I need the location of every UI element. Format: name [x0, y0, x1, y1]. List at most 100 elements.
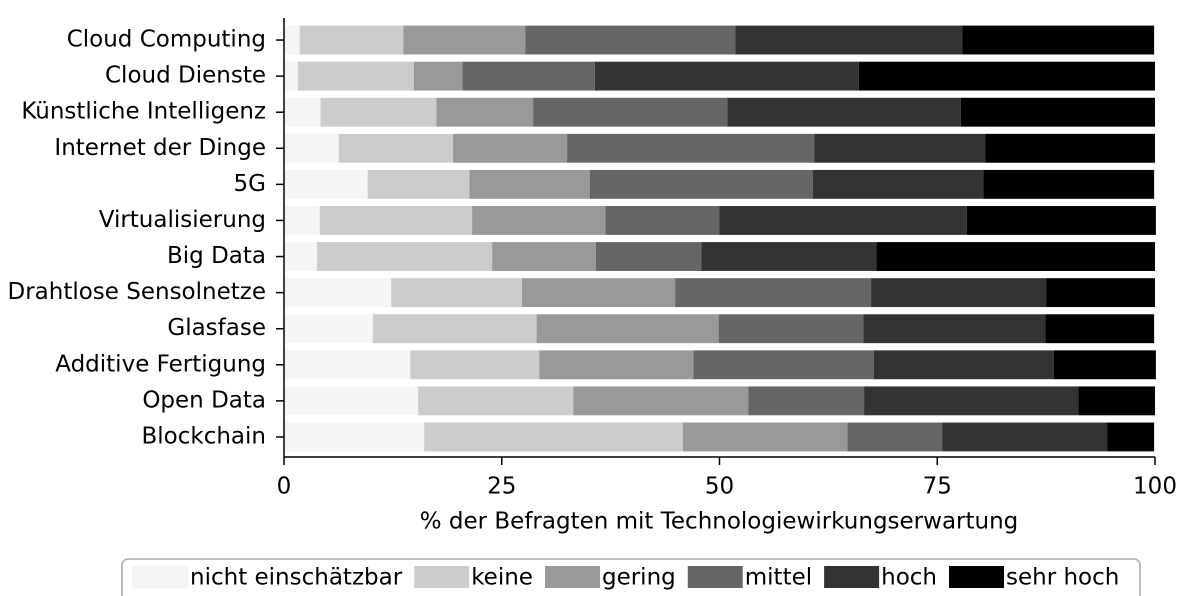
bar-segment	[858, 61, 1155, 91]
bar-segment	[735, 25, 963, 55]
bar-segment	[284, 206, 320, 235]
bar-segment	[492, 242, 596, 271]
bar-segment	[338, 133, 453, 163]
legend-swatch	[949, 566, 1004, 588]
bar-segment	[983, 169, 1155, 199]
bar-segment	[284, 350, 411, 380]
bar-segment	[589, 169, 813, 199]
bar-segment	[605, 206, 720, 235]
bar-segment	[727, 97, 961, 127]
legend-box	[121, 558, 1141, 596]
y-tick-label: Cloud Computing	[67, 27, 266, 53]
y-tick-label: Glasfase	[167, 315, 266, 341]
bar-segment	[962, 25, 1155, 55]
bar-segment	[284, 422, 425, 452]
bar-segment	[864, 386, 1079, 416]
bar-segment	[372, 314, 537, 344]
legend-label: gering	[602, 565, 676, 591]
bar-segment	[876, 242, 1155, 271]
bar-segment	[701, 242, 877, 271]
bar-segment	[320, 97, 437, 127]
bar-segment	[693, 350, 874, 380]
bar-segment	[1107, 422, 1155, 452]
y-tick-label: Additive Fertigung	[55, 351, 266, 377]
legend-swatch	[544, 566, 600, 588]
bar-segment	[871, 278, 1047, 308]
bar-segment	[317, 242, 493, 271]
x-tick-label: 0	[277, 474, 292, 500]
x-axis-label: % der Befragten mit Technologiewirkungse…	[420, 509, 1019, 535]
y-tick-label: Big Data	[167, 243, 266, 269]
bar-segment	[719, 206, 967, 235]
bar-segment	[297, 61, 414, 91]
bar-segment	[284, 242, 318, 271]
y-tick-label: Internet der Dinge	[54, 135, 266, 161]
bar-segment	[284, 61, 298, 91]
bar-segment	[1046, 278, 1155, 308]
bar-segment	[284, 314, 373, 344]
bar-segment	[960, 97, 1155, 127]
bar-segment	[814, 133, 986, 163]
x-tick-label: 25	[487, 474, 516, 500]
legend-swatch	[132, 565, 189, 589]
bar-segment	[942, 422, 1108, 452]
bar-segment	[847, 422, 943, 452]
bar-segment	[391, 278, 522, 308]
bar-segment	[812, 169, 984, 199]
bar-segment	[873, 350, 1054, 380]
bar-segment	[299, 25, 404, 55]
y-tick-label: 5G	[234, 171, 266, 197]
bar-segment	[413, 61, 463, 91]
bar-segment	[682, 422, 848, 452]
bar-segment	[436, 97, 534, 127]
bar-segment	[367, 169, 470, 199]
bar-segment	[567, 133, 815, 163]
bar-segment	[452, 133, 568, 163]
bar-segment	[525, 25, 736, 55]
bar-segment	[284, 278, 392, 308]
legend-swatch	[824, 566, 880, 588]
bar-segment	[469, 169, 590, 199]
bar-segment	[403, 25, 526, 55]
bar-segment	[573, 386, 749, 416]
y-tick-label: Drahtlose Sensolnetze	[7, 279, 266, 305]
x-tick-label: 100	[1133, 474, 1177, 500]
x-tick-label: 75	[923, 474, 952, 500]
legend-label: mittel	[745, 565, 812, 591]
bar-segment	[533, 97, 728, 127]
bar-segment	[284, 169, 368, 199]
legend-swatch	[687, 566, 743, 588]
bar-segment	[594, 61, 859, 91]
legend-label: hoch	[881, 565, 937, 591]
bar-segment	[319, 206, 473, 235]
bar-segment	[863, 314, 1046, 344]
bar-segment	[539, 350, 694, 380]
bar-segment	[985, 133, 1155, 163]
bar-segment	[410, 350, 540, 380]
bar-segment	[424, 422, 683, 452]
bar-segment	[1045, 314, 1155, 344]
bar-segment	[284, 25, 300, 55]
bar-segment	[748, 386, 865, 416]
bar-segment	[536, 314, 719, 344]
legend-label: nicht einschätzbar	[190, 565, 403, 591]
x-tick-label: 50	[705, 474, 734, 500]
bar-segment	[472, 206, 606, 235]
legend-label: sehr hoch	[1006, 565, 1119, 591]
bar-segment	[284, 97, 321, 127]
y-tick-label: Cloud Dienste	[105, 63, 266, 89]
y-tick-label: Künstliche Intelligenz	[21, 99, 266, 125]
bar-segment	[418, 386, 574, 416]
bar-segment	[284, 133, 339, 163]
bar-segment	[462, 61, 595, 91]
bar-segment	[595, 242, 702, 271]
legend-label: keine	[471, 565, 533, 591]
bar-segment	[521, 278, 676, 308]
y-tick-label: Virtualisierung	[99, 207, 266, 233]
bar-segment	[675, 278, 872, 308]
bar-segment	[1053, 350, 1156, 380]
y-tick-label: Blockchain	[142, 423, 267, 449]
bar-segment	[284, 386, 419, 416]
bar-segment	[966, 206, 1156, 235]
